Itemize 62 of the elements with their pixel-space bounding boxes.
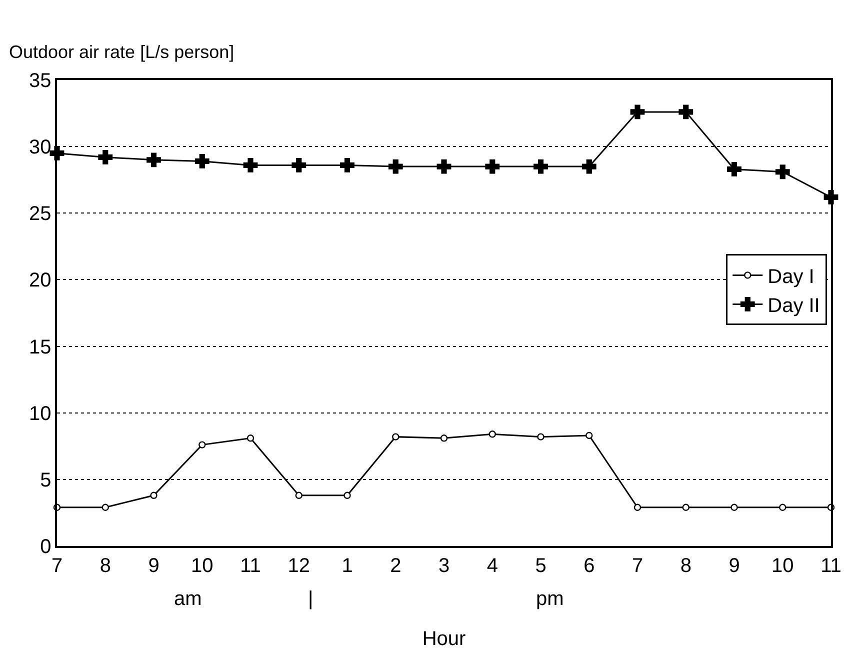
x-tick-label: 11 — [240, 554, 261, 577]
point — [102, 504, 109, 511]
point — [98, 150, 113, 164]
legend-label: Day II — [768, 295, 820, 317]
point — [488, 430, 496, 438]
x-tick-label: 7 — [632, 554, 644, 577]
x-tick-label: 2 — [390, 554, 402, 577]
x-tick-label: 10 — [191, 554, 214, 577]
point — [436, 159, 452, 174]
y-tick-label: 5 — [40, 469, 52, 492]
x-tick-label: 11 — [820, 554, 842, 577]
point — [582, 159, 596, 174]
text: | — [308, 588, 314, 610]
x-tick-label: 3 — [438, 554, 450, 577]
x-tick-label: 6 — [584, 554, 595, 577]
point — [392, 433, 400, 440]
point — [630, 104, 645, 120]
x-tick-label: 9 — [148, 554, 160, 577]
point — [243, 158, 258, 172]
point — [779, 504, 786, 511]
point — [730, 504, 738, 511]
x-tick-label: 8 — [100, 554, 111, 577]
point — [295, 492, 302, 500]
y-tick-label: 15 — [29, 336, 52, 358]
point — [344, 492, 351, 500]
point — [388, 159, 403, 174]
x-tick-label: 8 — [680, 554, 692, 577]
point — [340, 158, 354, 172]
point — [440, 434, 448, 442]
point — [150, 492, 158, 500]
x-tick-label: 5 — [535, 554, 546, 577]
text: pm — [536, 588, 564, 610]
point — [246, 434, 254, 442]
point — [775, 164, 790, 180]
point — [586, 432, 593, 440]
point — [537, 433, 544, 440]
y-tick-label: 30 — [29, 136, 52, 159]
point — [198, 441, 206, 448]
point — [682, 504, 690, 511]
text: am — [174, 588, 202, 610]
y-axis-title: Outdoor air rate [L/s person] — [9, 42, 234, 62]
point — [194, 154, 210, 168]
x-tick-label: 1 — [342, 554, 353, 577]
point — [146, 152, 161, 168]
x-tick-label: 12 — [288, 554, 310, 577]
x-axis-title: Hour — [422, 628, 466, 650]
y-tick-label: 20 — [29, 270, 52, 292]
x-tick-label: 10 — [772, 554, 794, 577]
y-tick-label: 25 — [29, 203, 52, 226]
point — [534, 159, 548, 174]
x-tick-label: 9 — [728, 554, 740, 577]
x-tick-label: 4 — [486, 554, 498, 577]
x-tick-label: 7 — [51, 554, 63, 577]
point — [292, 158, 306, 172]
point — [634, 504, 642, 511]
y-tick-label: 0 — [40, 536, 52, 558]
point — [485, 159, 500, 174]
legend-label: Day I — [768, 266, 814, 288]
point — [727, 162, 742, 176]
point — [678, 104, 694, 120]
y-tick-label: 10 — [29, 402, 52, 425]
y-tick-label: 35 — [29, 70, 52, 92]
